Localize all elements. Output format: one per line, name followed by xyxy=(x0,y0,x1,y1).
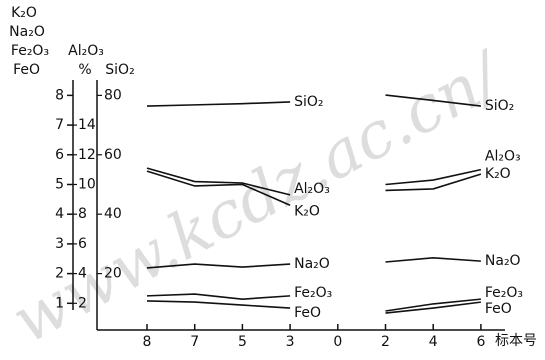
series-line xyxy=(146,293,481,312)
y2-tick-label: 6 xyxy=(78,236,87,252)
y-tick-label: 6 xyxy=(55,147,64,163)
y-tick-label: 5 xyxy=(55,176,64,192)
y2-tick-label: 2 xyxy=(78,295,87,311)
series-line xyxy=(146,167,482,196)
series-line xyxy=(146,300,481,314)
series-label: Al₂O₃ xyxy=(485,149,521,165)
series-line xyxy=(146,94,481,107)
series-label: Fe₂O₃ xyxy=(294,285,332,301)
y-label: Fe₂O₃ xyxy=(11,43,49,59)
x-tick-label: 7 xyxy=(190,334,199,350)
series-label: K₂O xyxy=(294,203,320,219)
y3-tick-label: 80 xyxy=(104,87,122,103)
y2-label: Al₂O₃ xyxy=(68,43,104,59)
y-label: FeO xyxy=(13,62,40,78)
y-tick-label: 4 xyxy=(55,206,64,222)
y-tick-label: 8 xyxy=(55,87,64,103)
x-tick-label: 6 xyxy=(476,334,485,350)
series-label: Na₂O xyxy=(485,253,521,269)
y3-tick-label: 60 xyxy=(104,147,122,163)
y-tick-label: 1 xyxy=(55,295,64,311)
y-tick-label: 2 xyxy=(55,266,64,282)
y3-label: SiO₂ xyxy=(105,62,134,78)
y-label: K₂O xyxy=(11,5,37,21)
series-line xyxy=(146,257,481,269)
x-tick-label: 8 xyxy=(143,334,152,350)
y3-tick-label: 40 xyxy=(104,206,122,222)
y2-tick-label: 10 xyxy=(78,176,96,192)
series-line xyxy=(146,170,482,207)
series-label: FeO xyxy=(294,305,321,321)
series-label: SiO₂ xyxy=(294,94,323,110)
series-label: Fe₂O₃ xyxy=(485,285,523,301)
y2-tick-label: 12 xyxy=(78,147,96,163)
series-label: SiO₂ xyxy=(485,98,514,114)
y-tick-label: 7 xyxy=(55,117,64,133)
y2-tick-label: 14 xyxy=(78,117,96,133)
y-label: Na₂O xyxy=(9,24,45,40)
series-label: K₂O xyxy=(485,166,511,182)
series-label: Al₂O₃ xyxy=(294,181,330,197)
x-tick-label: 0 xyxy=(333,334,342,350)
x-tick-label: 5 xyxy=(238,334,247,350)
x-tick-label: 3 xyxy=(286,334,295,350)
x-tick-label: 4 xyxy=(429,334,438,350)
y2-tick-label: 8 xyxy=(78,206,87,222)
x-label: 标本号 xyxy=(495,333,537,349)
series-label: FeO xyxy=(485,301,512,317)
y2-tick-label: 4 xyxy=(78,266,87,282)
series-label: Na₂O xyxy=(294,256,330,272)
y-tick-label: 3 xyxy=(55,236,64,252)
x-tick-label: 2 xyxy=(381,334,390,350)
y2-label: % xyxy=(78,62,91,78)
y3-tick-label: 20 xyxy=(104,266,122,282)
